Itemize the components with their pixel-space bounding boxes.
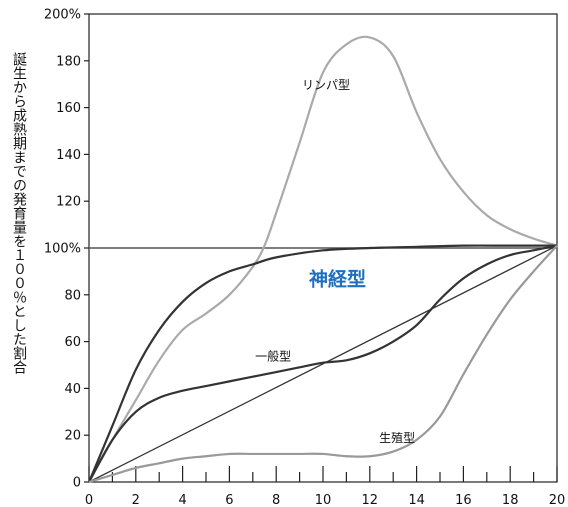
- y-tick-label: 60: [64, 335, 81, 350]
- x-tick-label: 14: [408, 493, 425, 507]
- x-tick-label: 6: [225, 493, 233, 507]
- neural-curve: [87, 244, 557, 483]
- y-axis-label: 誕生から成熟期までの発育量を１００％とした割合: [11, 52, 27, 374]
- neural-label: 神経型: [309, 267, 366, 290]
- general-label: 一般型: [255, 348, 291, 363]
- x-tick-label: 20: [549, 493, 566, 507]
- x-tick-label: 2: [132, 493, 140, 507]
- y-tick-label: 160: [56, 101, 81, 116]
- y-tick-label: 140: [56, 148, 81, 163]
- x-tick-label: 0: [85, 493, 93, 507]
- y-tick-label: 40: [64, 382, 81, 397]
- lymphoid-curve: [88, 35, 558, 483]
- x-tick-label: 8: [272, 493, 280, 507]
- reproductive-curve: [88, 244, 558, 484]
- y-tick-label: 180: [56, 54, 81, 69]
- diagonal-line: [88, 245, 558, 483]
- y-tick-label: 80: [64, 288, 81, 303]
- lymphoid-label: リンパ型: [302, 78, 350, 92]
- general-curve: [88, 244, 558, 483]
- y-tick-label: 200%: [44, 8, 81, 23]
- y-tick-label: 100%: [44, 242, 81, 257]
- x-tick-label: 10: [315, 493, 332, 507]
- y-tick-label: 0: [73, 476, 81, 491]
- x-tick-label: 18: [502, 493, 519, 507]
- reproductive-label: 生殖型: [379, 430, 415, 445]
- y-tick-label: 120: [56, 195, 81, 210]
- x-tick-label: 12: [362, 493, 379, 507]
- x-tick-label: 4: [178, 493, 186, 507]
- y-tick-label: 20: [64, 429, 81, 444]
- x-tick-label: 16: [455, 493, 472, 507]
